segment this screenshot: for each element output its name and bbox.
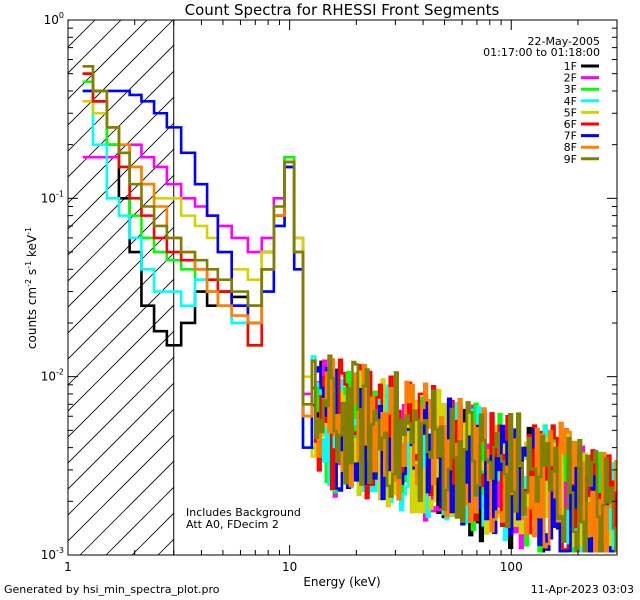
y-tick-base: 10 <box>41 191 56 205</box>
annotation-attenuator: Att A0, FDecim 2 <box>186 518 279 531</box>
hatch-line <box>68 20 122 74</box>
legend-label-4f: 4F <box>564 95 577 108</box>
annotation-background: Includes Background <box>186 506 301 519</box>
hatch-line <box>68 20 70 22</box>
plot-frame <box>67 19 618 556</box>
series-7f-line <box>82 89 617 553</box>
hatch-line <box>68 356 174 464</box>
y-label-exp1: -2 <box>24 279 33 287</box>
x-axis-label: Energy (keV) <box>303 575 380 589</box>
legend-label-3f: 3F <box>564 83 577 96</box>
y-tick-exp: -3 <box>56 546 64 555</box>
hatch-line <box>68 382 174 490</box>
y-tick-label: 10-1 <box>41 189 64 205</box>
hatch-line <box>68 434 174 542</box>
chart-title: Count Spectra for RHESSI Front Segments <box>185 1 500 19</box>
y-tick-exp: 0 <box>59 11 64 20</box>
hatch-line <box>68 148 174 256</box>
y-tick-label: 100 <box>44 11 64 27</box>
hatch-line <box>68 122 174 230</box>
hatch-line <box>68 226 174 334</box>
y-tick-exp: -1 <box>56 189 64 198</box>
legend-label-9f: 9F <box>564 153 577 166</box>
series-group <box>82 65 617 553</box>
x-tick-label: 100 <box>500 560 523 574</box>
hatch-line <box>68 70 174 178</box>
time-range-label: 01:17:00 to 01:18:00 <box>483 46 600 59</box>
y-label-mid: s <box>25 269 39 279</box>
hatch-line <box>68 44 174 152</box>
y-tick-label: 10-3 <box>41 546 64 562</box>
legend-label-5f: 5F <box>564 106 577 119</box>
legend-label-6f: 6F <box>564 118 577 131</box>
hatch-line <box>68 96 174 204</box>
y-axis-label: counts cm-2 s-1 keV-1 <box>24 227 39 349</box>
series-9f-line <box>82 65 617 553</box>
y-tick-base: 10 <box>41 548 56 562</box>
legend-label-8f: 8F <box>564 141 577 154</box>
y-tick-exp: -2 <box>56 368 64 377</box>
y-tick-label: 10-2 <box>41 368 64 384</box>
hatch-line <box>68 20 174 126</box>
x-tick-label: 10 <box>282 560 297 574</box>
hatch-line <box>68 174 174 282</box>
y-label-exp3: -1 <box>24 227 33 235</box>
hatch-line <box>68 20 96 48</box>
y-label-mid2: keV <box>25 234 39 261</box>
hatch-line <box>68 252 174 360</box>
y-tick-base: 10 <box>44 13 59 27</box>
hatch-line <box>68 20 148 100</box>
legend-label-2f: 2F <box>564 72 577 85</box>
y-tick-base: 10 <box>41 370 56 384</box>
footer-generated-by: Generated by hsi_min_spectra_plot.pro <box>4 583 220 596</box>
legend-label-1f: 1F <box>564 60 577 73</box>
x-tick-label: 1 <box>64 560 72 574</box>
hatch-line <box>68 408 174 516</box>
y-label-exp2: -1 <box>24 261 33 269</box>
legend-label-7f: 7F <box>564 130 577 143</box>
y-label-base: counts cm <box>25 287 39 349</box>
date-label: 22-May-2005 <box>528 35 600 48</box>
hatch-line <box>68 200 174 308</box>
footer-timestamp: 11-Apr-2023 03:03 <box>530 583 634 596</box>
